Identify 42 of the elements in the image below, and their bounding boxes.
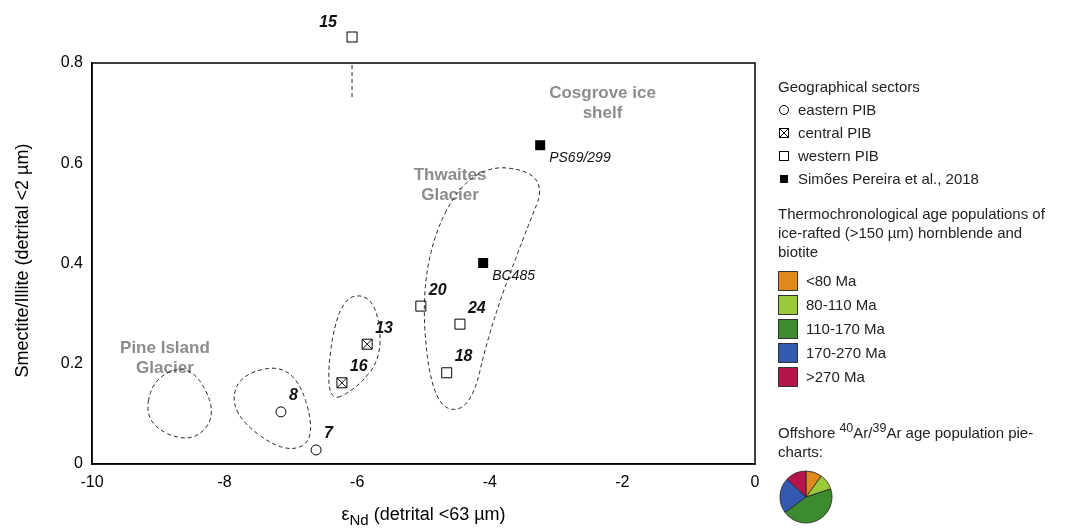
annotation: Thwaites Glacier: [413, 165, 487, 205]
x-tick-label: 0: [750, 473, 760, 491]
annotation: PS69/299: [549, 149, 611, 166]
legend-label: Simões Pereira et al., 2018: [797, 169, 980, 189]
annotation: 24: [466, 298, 486, 316]
legend-label: >270 Ma: [805, 367, 866, 387]
legend-label: central PIB: [797, 123, 873, 143]
point: [478, 258, 489, 268]
legend-title: Geographical sectors: [778, 77, 921, 97]
y-tick-label: 0.8: [60, 53, 84, 71]
annotation: 7: [324, 424, 335, 442]
x-tick-label: -8: [217, 473, 232, 491]
text: Offshore $^{40}$Ar/$^{39}$Ar age population pie-charts:: [778, 421, 1034, 460]
point: [310, 444, 322, 456]
legend-label: western PIB: [797, 146, 880, 166]
legend-label: 80-110 Ma: [805, 295, 878, 315]
legend-label: 110-170 Ma: [805, 319, 886, 339]
point: [275, 406, 287, 418]
annotation: 20: [427, 280, 447, 298]
annotation: 13: [375, 318, 394, 336]
annotation: BC485: [492, 266, 536, 283]
legend-label: <80 Ma: [805, 271, 858, 291]
point: [535, 140, 546, 151]
x-tick-label: -10: [80, 473, 104, 491]
annotation: Pine Island Glacier: [120, 338, 210, 378]
text: Thermochronological age populations of ice-rafted (>150 µm) hornblende and biotite: [778, 204, 1046, 261]
y-tick-label: 0: [74, 454, 84, 472]
y-tick-label: 0.6: [60, 153, 84, 171]
y-tick-label: 0.4: [60, 253, 84, 271]
annotation: Cosgrove ice shelf: [549, 82, 656, 122]
annotation: 18: [454, 347, 473, 365]
y-axis-title: Smectite/Illite (detrital <2 µm): [11, 142, 33, 380]
legend-label: 170-270 Ma: [805, 343, 888, 363]
x-tick-label: -4: [482, 473, 498, 491]
legend-label: eastern PIB: [797, 100, 878, 120]
x-tick-label: -6: [350, 473, 365, 491]
x-axis-title: ε$_{Nd}$ (detrital <63 µm): [340, 504, 507, 528]
annotation: 16: [349, 357, 368, 375]
text: 15: [319, 13, 339, 31]
y-tick-label: 0.2: [60, 354, 84, 372]
annotation: 8: [288, 386, 298, 404]
x-tick-label: -2: [615, 473, 630, 491]
